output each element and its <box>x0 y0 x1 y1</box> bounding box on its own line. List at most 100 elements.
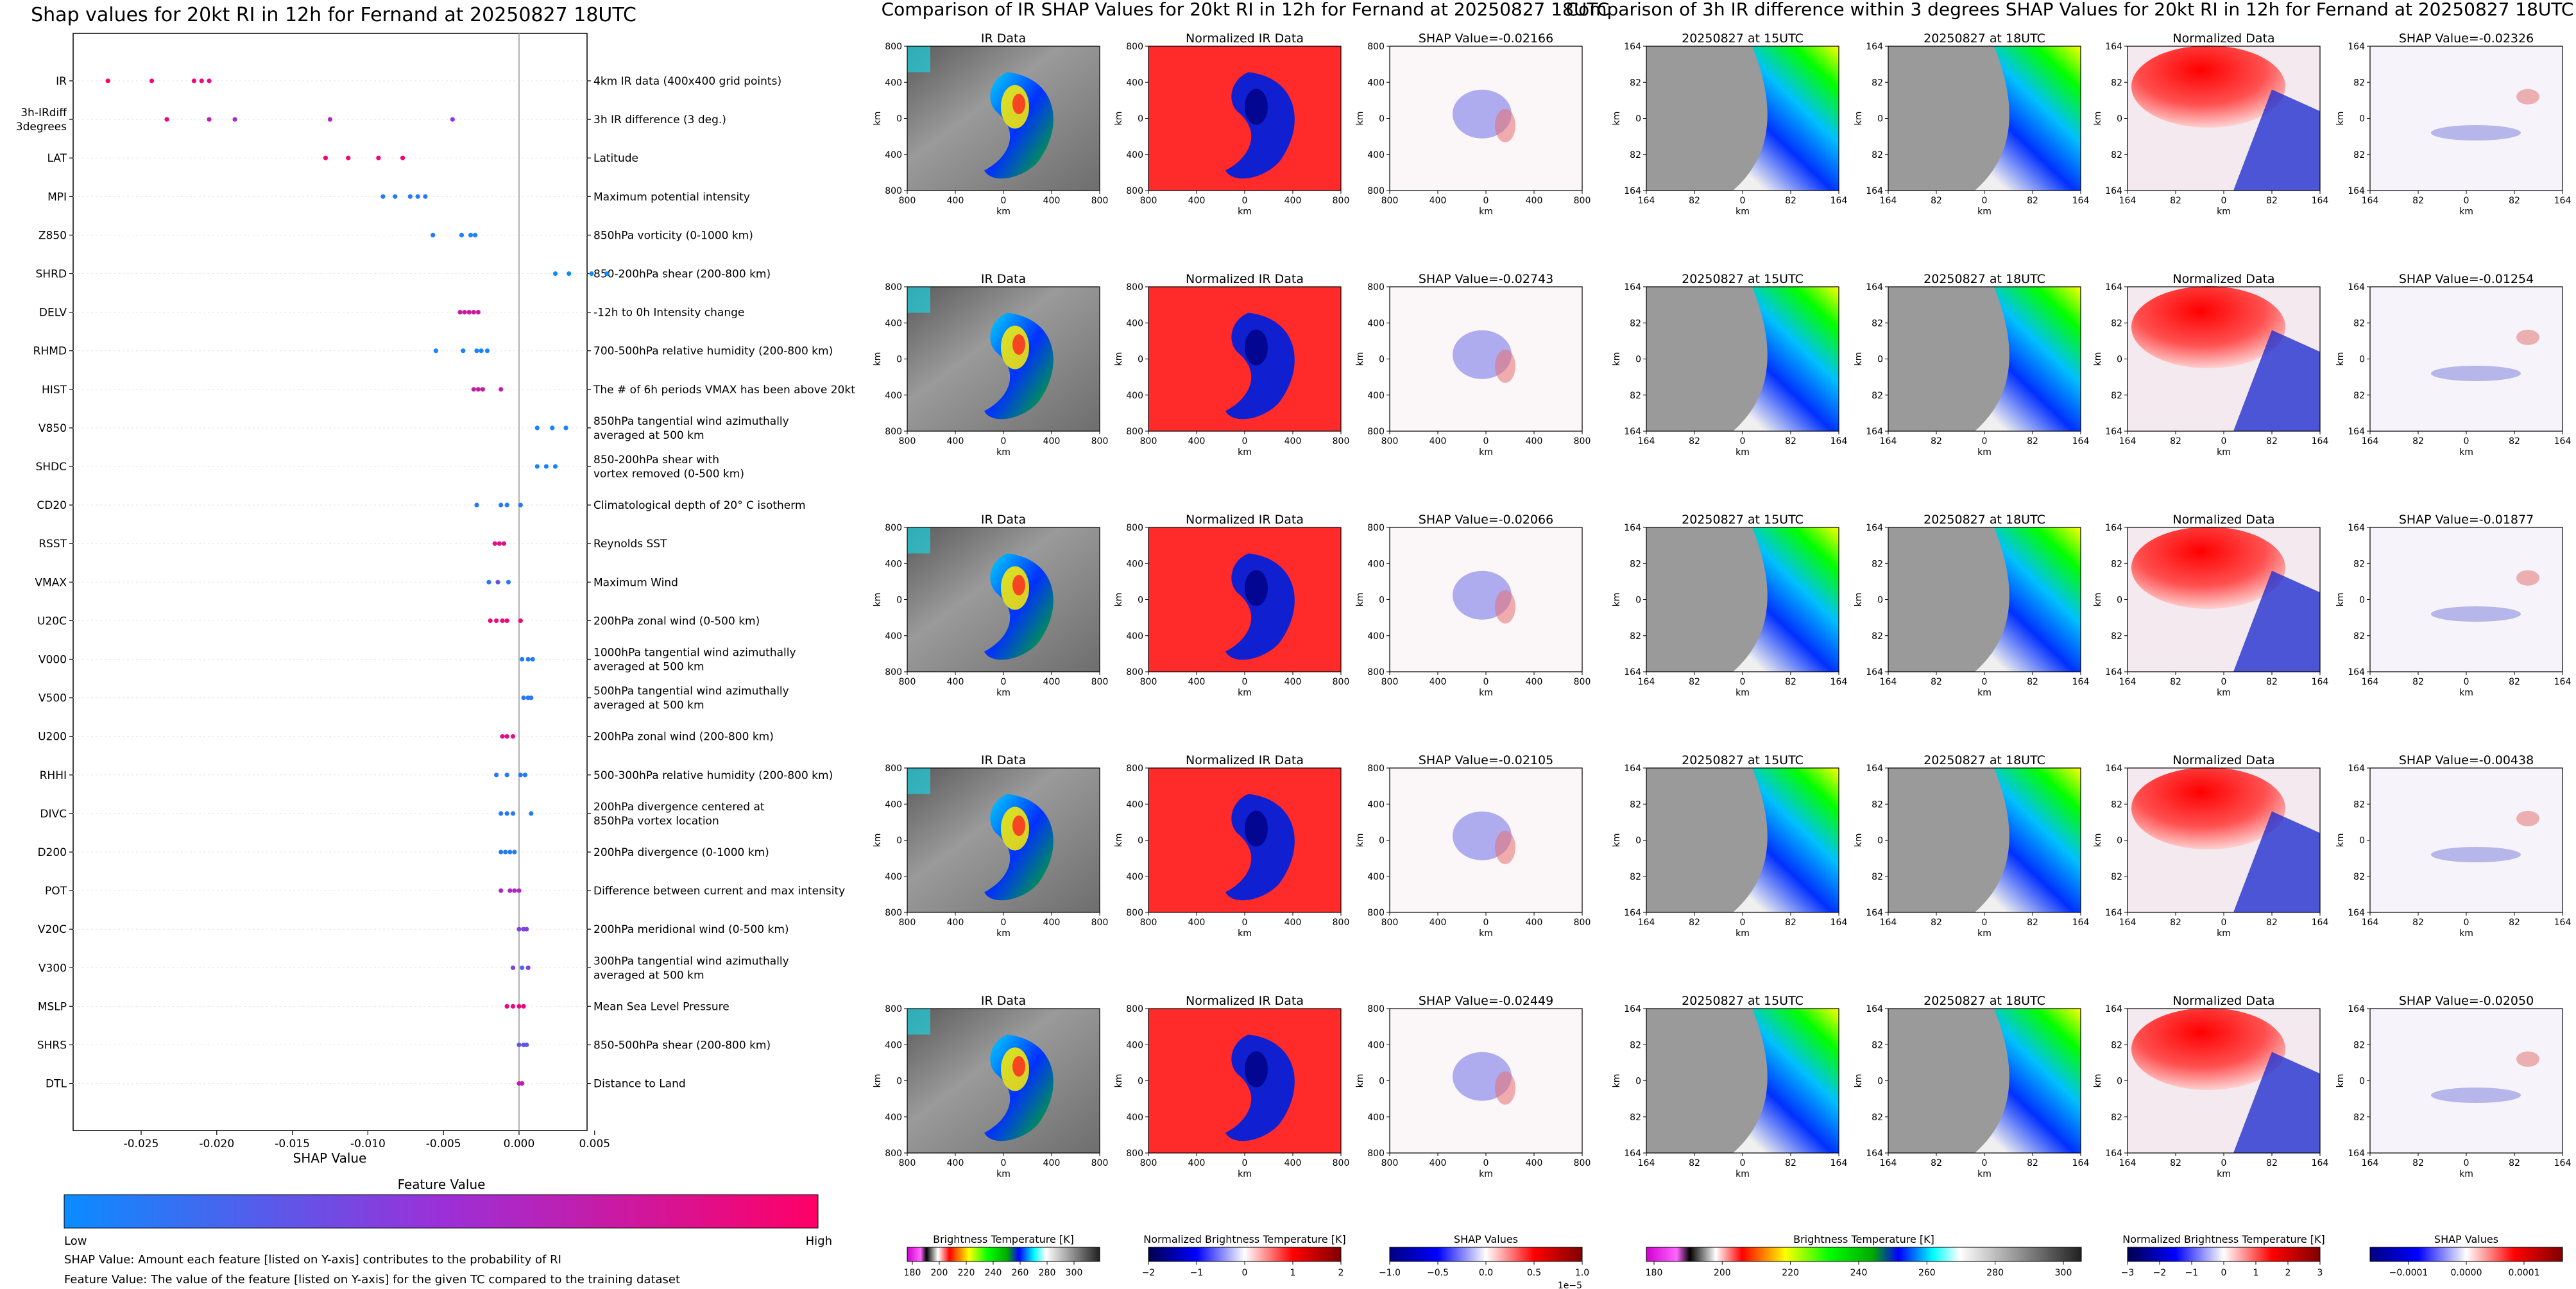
colorbar-tick-label: 200 <box>1714 1268 1731 1278</box>
shap-background <box>2370 46 2563 191</box>
diff-colorbars: Brightness Temperature [K] 180 200 220 240 26… <box>1646 1233 2563 1278</box>
shap-point <box>520 656 525 662</box>
y-tick-label: 164 <box>1624 1148 1641 1159</box>
feature-name: DTL <box>46 1078 67 1091</box>
y-tick-label: 164 <box>1624 764 1641 774</box>
shap-point <box>499 811 504 816</box>
feature-value-colorbar <box>64 1194 819 1229</box>
x-tick-label: 164 <box>2362 918 2379 928</box>
x-axis-label: km <box>1238 447 1252 457</box>
x-tick-label: 800 <box>1333 918 1350 928</box>
colorbar-tick-label: 280 <box>1039 1268 1056 1278</box>
y-tick-label: 800 <box>1367 282 1385 293</box>
normalized-core <box>1245 1051 1268 1088</box>
x-axis-label: km <box>2217 688 2231 698</box>
coldest-core <box>1012 334 1025 355</box>
x-tick-label: 0 <box>1001 918 1007 928</box>
x-tick-label: 164 <box>2072 918 2090 928</box>
y-tick-label: 82 <box>1630 1040 1641 1050</box>
y-tick-label: 0 <box>1877 836 1883 846</box>
shap-point <box>518 502 523 508</box>
shap-point <box>149 78 155 83</box>
y-tick-label: 82 <box>2111 872 2122 882</box>
y-tick-label: 164 <box>2348 1004 2365 1014</box>
y-tick-label: 800 <box>885 282 902 293</box>
y-axis-label: km <box>1854 352 1864 366</box>
y-tick-label: 82 <box>1630 150 1641 160</box>
feature-row: U200 200hPa zonal wind (200-800 km) <box>38 731 774 744</box>
y-tick-label: 0 <box>1877 355 1883 365</box>
x-tick-label: 164 <box>1880 918 1897 928</box>
y-tick-label: 800 <box>1126 764 1143 774</box>
y-tick-label: 0 <box>2359 114 2365 124</box>
y-tick-label: 800 <box>1126 1004 1143 1014</box>
y-tick-label: 0 <box>1635 595 1641 606</box>
shap-background <box>2370 287 2563 431</box>
y-tick-label: 400 <box>1126 559 1143 569</box>
feature-description: Reynolds SST <box>593 538 667 551</box>
feature-description: Mean Sea Level Pressure <box>593 1000 729 1013</box>
colorbar-tick-label: 0 <box>2221 1268 2227 1278</box>
x-axis-label: km <box>1238 1169 1252 1179</box>
x-tick-label: 0 <box>2221 918 2227 928</box>
feature-name: Z850 <box>38 229 67 242</box>
y-tick-label: 82 <box>2111 318 2122 329</box>
y-tick-label: 164 <box>2105 1004 2122 1014</box>
y-tick-label: 164 <box>2348 764 2365 774</box>
y-tick-label: 0 <box>2359 836 2365 846</box>
panel-title: Normalized Data <box>2172 272 2274 286</box>
y-axis-label: km <box>1854 833 1864 848</box>
y-tick-label: 0 <box>2359 1077 2365 1087</box>
panel-title: IR Data <box>981 272 1026 286</box>
y-axis-label: km <box>873 112 883 126</box>
y-tick-label: 164 <box>2348 427 2365 437</box>
y-tick-label: 82 <box>1872 78 1883 88</box>
y-tick-label: 82 <box>1872 559 1883 569</box>
shap-point <box>520 1081 525 1086</box>
corner-cloud <box>907 527 930 554</box>
x-tick-label: 164 <box>2312 677 2329 687</box>
shap-point <box>492 541 497 546</box>
colorbar-label: SHAP Values <box>1454 1233 1518 1245</box>
x-axis-label: km <box>2217 207 2231 217</box>
y-tick-label: 400 <box>885 150 902 160</box>
x-tick-label: 82 <box>2412 918 2424 928</box>
y-tick-label: 164 <box>1866 1148 1883 1159</box>
feature-description: 200hPa zonal wind (0-500 km) <box>593 615 760 627</box>
x-axis-label: km <box>1479 207 1493 217</box>
colorbar-tick-label: −2 <box>1142 1268 1156 1278</box>
y-tick-label: 0 <box>1138 1077 1143 1087</box>
y-tick-label: 164 <box>2105 282 2122 293</box>
feature-description: Latitude <box>593 152 638 165</box>
shap-point <box>473 232 478 237</box>
x-tick-label: 164 <box>1830 918 1848 928</box>
x-axis-label: km <box>1977 928 1992 939</box>
feature-name: RHHI <box>40 769 67 782</box>
y-tick-label: 82 <box>1872 872 1883 882</box>
x-tick-label: 400 <box>1284 436 1302 447</box>
x-tick-label: 0 <box>1740 1158 1746 1168</box>
normalized-red-area <box>2131 286 2285 368</box>
y-tick-label: 0 <box>1877 114 1883 124</box>
y-tick-label: 82 <box>1630 1113 1641 1123</box>
y-tick-label: 800 <box>885 667 902 678</box>
x-tick-label: 400 <box>1188 436 1206 447</box>
colorbar-tick-label: 1 <box>1290 1268 1296 1278</box>
y-tick-label: 82 <box>2353 799 2365 810</box>
y-tick-label: 800 <box>1367 1004 1385 1014</box>
x-tick-label: 400 <box>1429 196 1447 206</box>
x-tick-label: 82 <box>2027 1158 2038 1168</box>
y-axis-label: km <box>1114 112 1124 126</box>
x-tick-label: 0 <box>2464 918 2469 928</box>
y-axis-label: km <box>1854 1074 1864 1088</box>
shap-point <box>207 78 212 83</box>
feature-description: 200hPa divergence (0-1000 km) <box>593 846 769 859</box>
shap-point <box>499 502 504 508</box>
shap-point <box>510 811 516 816</box>
